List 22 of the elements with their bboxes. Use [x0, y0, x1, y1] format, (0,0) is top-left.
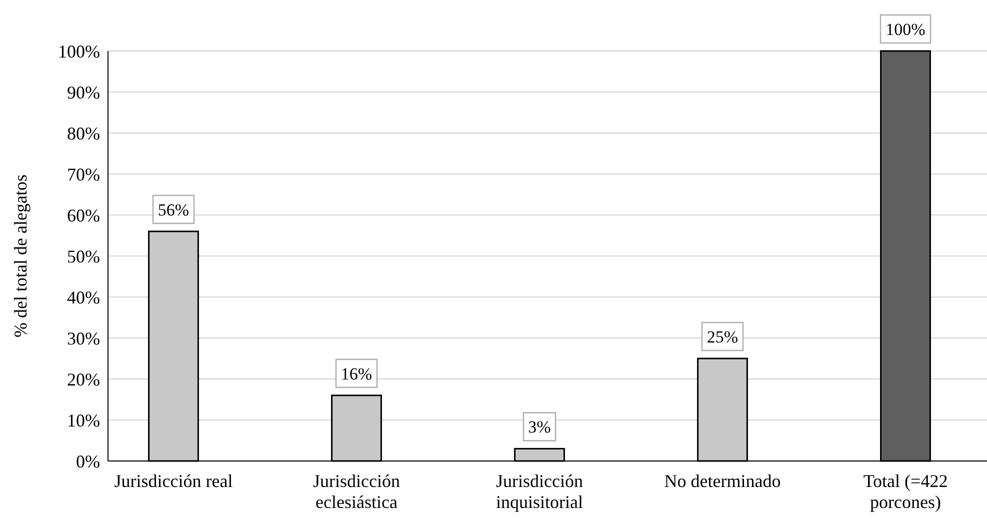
y-tick-label: 60% — [67, 205, 100, 226]
y-tick-label: 30% — [67, 328, 100, 348]
data-label: 25% — [706, 327, 738, 346]
data-label: 3% — [528, 418, 551, 437]
y-tick-label: 10% — [67, 410, 100, 430]
y-tick-label: 90% — [67, 82, 100, 102]
y-tick-label: 50% — [67, 246, 100, 266]
x-tick-label: No determinado — [664, 471, 781, 491]
y-tick-label: 0% — [76, 451, 100, 472]
x-tick-label: Jurisdicción inquisitorial — [496, 471, 583, 512]
x-tick-label: Jurisdicción real — [114, 471, 233, 491]
y-tick-label: 40% — [67, 287, 100, 308]
y-tick-label: 70% — [67, 164, 100, 184]
y-tick-label: 20% — [67, 369, 100, 390]
data-label: 56% — [158, 200, 190, 220]
x-tick-label: Total (=422 porcones) — [863, 471, 948, 512]
data-label: 16% — [340, 364, 372, 384]
y-axis-title: % del total de alegatos — [10, 174, 30, 338]
y-tick-label: 100% — [58, 41, 100, 62]
x-tick-label: Jurisdicción eclesiástica — [313, 471, 400, 512]
y-tick-label: 80% — [67, 123, 100, 144]
data-label: 100% — [886, 20, 926, 39]
